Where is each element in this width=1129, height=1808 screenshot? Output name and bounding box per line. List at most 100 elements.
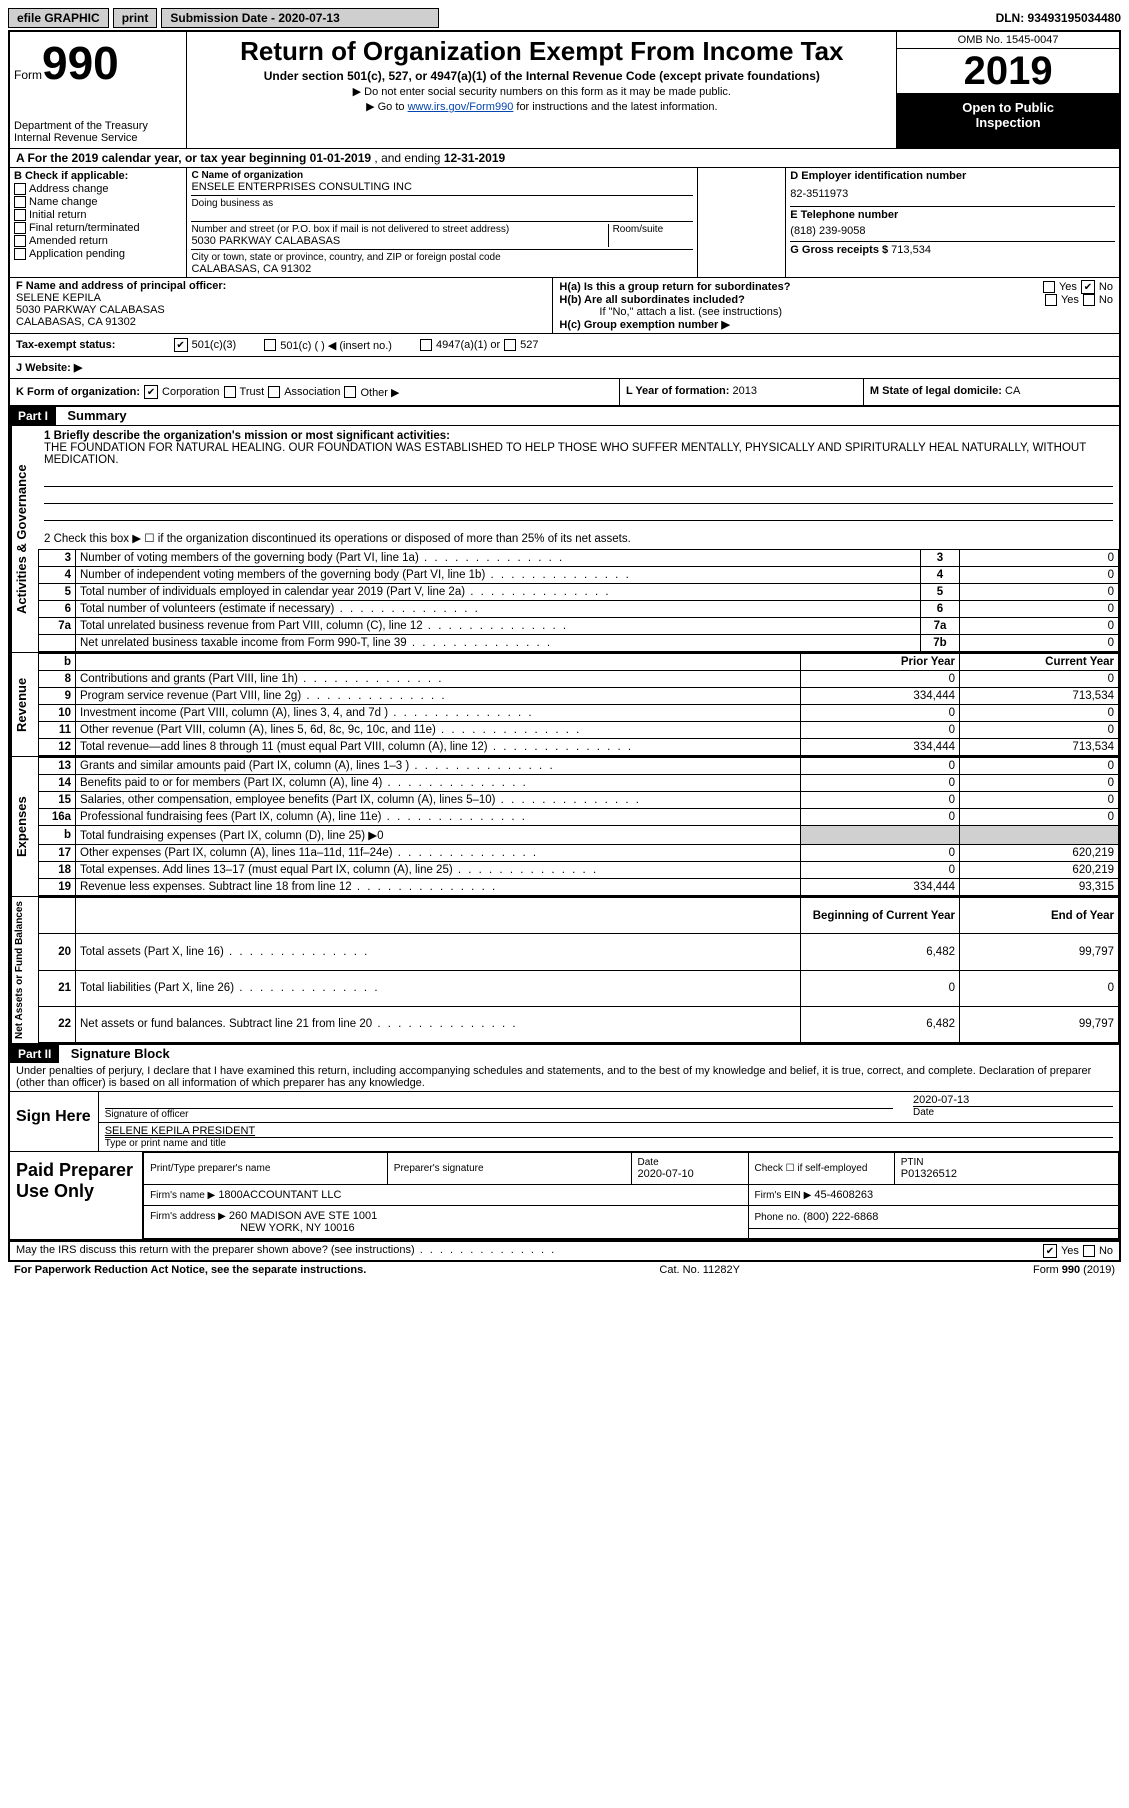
opt-initial-return: Initial return <box>29 209 86 221</box>
efile-button[interactable]: efile GRAPHIC <box>8 8 109 28</box>
form-title: Return of Organization Exempt From Incom… <box>191 36 892 67</box>
form-990-footer: 990 <box>1062 1264 1080 1276</box>
row-desc: Other revenue (Part VIII, column (A), li… <box>76 722 801 739</box>
form-instruction-2: ▶ Go to www.irs.gov/Form990 for instruct… <box>191 100 892 113</box>
inst2-post: for instructions and the latest informat… <box>513 101 717 113</box>
activities-governance-section: Activities & Governance 1 Briefly descri… <box>10 425 1119 652</box>
cb-ha-yes[interactable] <box>1043 281 1055 293</box>
row-box: 7b <box>921 635 960 652</box>
row-num: 10 <box>39 705 76 722</box>
side-label-exp: Expenses <box>10 757 38 896</box>
row-desc: Number of voting members of the governin… <box>76 550 921 567</box>
cb-amended[interactable] <box>14 235 26 247</box>
ein-value: 82-3511973 <box>790 188 1115 200</box>
part1-title: Summary <box>59 406 134 425</box>
cb-501c3[interactable]: ✔ <box>174 338 188 352</box>
sig-name: SELENE KEPILA PRESIDENT <box>105 1125 1113 1137</box>
row-current: 713,534 <box>960 739 1119 756</box>
prep-self-label: Check ☐ if self-employed <box>755 1163 888 1174</box>
org-name: ENSELE ENTERPRISES CONSULTING INC <box>191 181 692 193</box>
row-desc: Program service revenue (Part VIII, line… <box>76 688 801 705</box>
row-prior: 0 <box>801 671 960 688</box>
cb-corporation[interactable]: ✔ <box>144 385 158 399</box>
row-box: 3 <box>921 550 960 567</box>
cb-initial-return[interactable] <box>14 209 26 221</box>
discuss-yes: Yes <box>1061 1245 1079 1257</box>
row-current: 93,315 <box>960 879 1119 896</box>
row-prior: 6,482 <box>801 934 960 970</box>
cb-other[interactable] <box>344 386 356 398</box>
tax-year-end: 12-31-2019 <box>444 151 505 165</box>
website-row: J Website: ▶ <box>10 357 1119 379</box>
cb-discuss-no[interactable] <box>1083 1245 1095 1257</box>
cb-hb-no[interactable] <box>1083 294 1095 306</box>
row-num: 9 <box>39 688 76 705</box>
row-b: b <box>39 654 76 671</box>
tel-value: (818) 239-9058 <box>790 225 1115 237</box>
row-prior: 0 <box>801 758 960 775</box>
dba-label: Doing business as <box>191 198 692 209</box>
discuss-label: May the IRS discuss this return with the… <box>16 1244 415 1256</box>
cb-527[interactable] <box>504 339 516 351</box>
row-val: 0 <box>960 635 1119 652</box>
cb-ha-no[interactable]: ✔ <box>1081 280 1095 294</box>
firm-name: 1800ACCOUNTANT LLC <box>218 1189 341 1201</box>
room-label: Room/suite <box>613 224 693 235</box>
row-box: 7a <box>921 618 960 635</box>
cb-assoc[interactable] <box>268 386 280 398</box>
sig-date: 2020-07-13 <box>913 1094 1113 1106</box>
cb-hb-yes[interactable] <box>1045 294 1057 306</box>
discuss-no: No <box>1099 1245 1113 1257</box>
hdr-begin: Beginning of Current Year <box>801 898 960 934</box>
row-num: 16a <box>39 809 76 826</box>
row-box: 5 <box>921 584 960 601</box>
blank <box>76 898 801 934</box>
sig-name-label: Type or print name and title <box>105 1137 1113 1149</box>
row-current: 620,219 <box>960 862 1119 879</box>
row-desc: Net assets or fund balances. Subtract li… <box>76 1006 801 1042</box>
row-desc: Professional fundraising fees (Part IX, … <box>76 809 801 826</box>
row-fh: F Name and address of principal officer:… <box>10 278 1119 334</box>
cb-final-return[interactable] <box>14 222 26 234</box>
opt-name-change: Name change <box>29 196 98 208</box>
prep-sig-label: Preparer's signature <box>394 1163 625 1174</box>
opt-pending: Application pending <box>29 248 125 260</box>
sign-here-grid: Sign Here Signature of officer 2020-07-1… <box>10 1091 1119 1152</box>
sig-date-label: Date <box>913 1106 1113 1118</box>
row-num: b <box>39 826 76 845</box>
row-prior: 334,444 <box>801 688 960 705</box>
firm-addr1: 260 MADISON AVE STE 1001 <box>229 1210 377 1222</box>
paid-preparer-grid: Paid Preparer Use Only Print/Type prepar… <box>10 1152 1119 1241</box>
cb-address-change[interactable] <box>14 183 26 195</box>
row-desc: Total number of volunteers (estimate if … <box>76 601 921 618</box>
ein-label: D Employer identification number <box>790 170 1115 182</box>
row-prior: 0 <box>801 705 960 722</box>
cb-name-change[interactable] <box>14 196 26 208</box>
open-line2: Inspection <box>899 115 1117 130</box>
form-word: Form <box>14 68 42 82</box>
hb-no: No <box>1099 294 1113 306</box>
hb-label: H(b) Are all subordinates included? <box>559 294 1041 306</box>
cb-discuss-yes[interactable]: ✔ <box>1043 1244 1057 1258</box>
print-button[interactable]: print <box>113 8 158 28</box>
inst2-pre: ▶ Go to <box>366 101 407 113</box>
blank <box>39 898 76 934</box>
exempt-label: Tax-exempt status: <box>16 339 170 351</box>
netassets-section: Net Assets or Fund Balances Beginning of… <box>10 896 1119 1043</box>
cb-trust[interactable] <box>224 386 236 398</box>
opt-amended: Amended return <box>29 235 108 247</box>
cb-4947[interactable] <box>420 339 432 351</box>
row-desc: Other expenses (Part IX, column (A), lin… <box>76 845 801 862</box>
row-num: 21 <box>39 970 76 1006</box>
form-subtitle: Under section 501(c), 527, or 4947(a)(1)… <box>191 69 892 83</box>
row-desc: Total liabilities (Part X, line 26) <box>76 970 801 1006</box>
submission-date-button[interactable]: Submission Date - 2020-07-13 <box>161 8 439 28</box>
row-num: 7a <box>39 618 76 635</box>
irs-link[interactable]: www.irs.gov/Form990 <box>408 101 514 113</box>
cb-501c[interactable] <box>264 339 276 351</box>
line1-text: THE FOUNDATION FOR NATURAL HEALING. OUR … <box>44 442 1113 466</box>
cb-pending[interactable] <box>14 248 26 260</box>
row-prior <box>801 826 960 845</box>
col-h: H(a) Is this a group return for subordin… <box>553 278 1119 333</box>
row-prior: 334,444 <box>801 739 960 756</box>
